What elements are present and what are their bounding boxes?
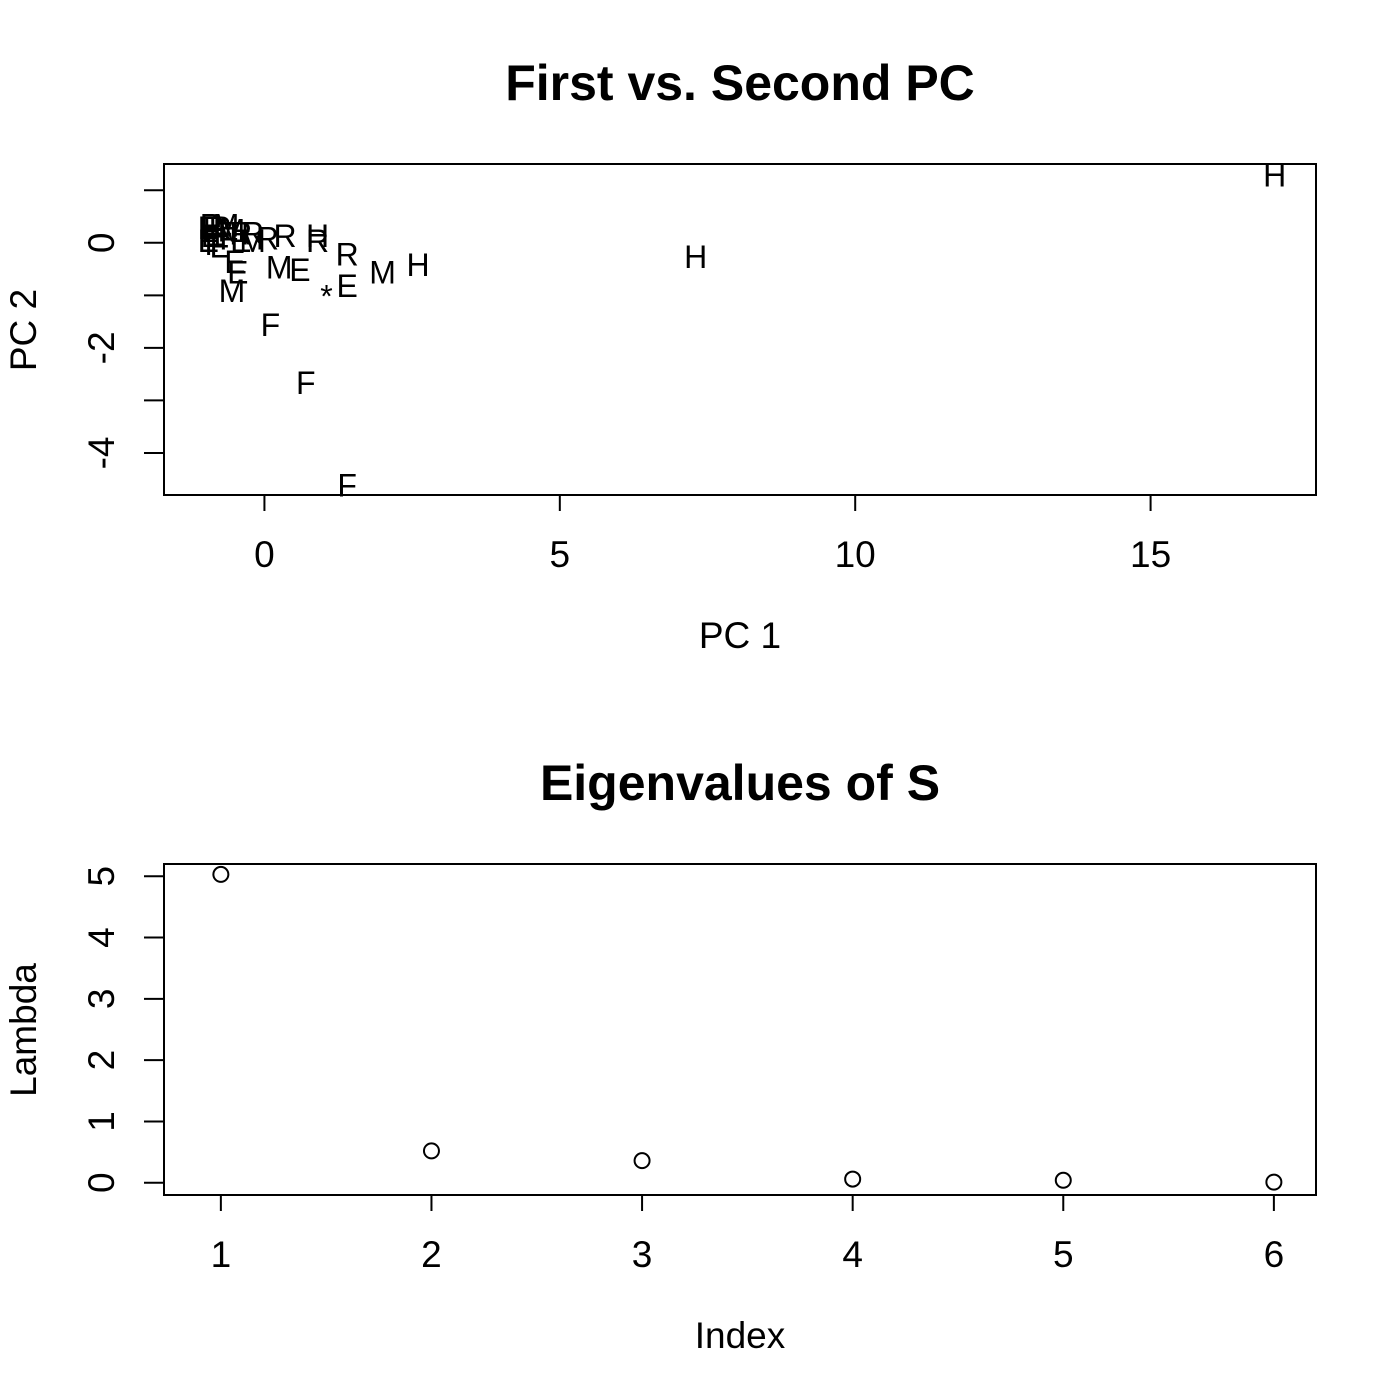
pc-point-label: E [201,218,222,254]
pc-point-label: R [200,207,223,243]
eigenvalue-point [1265,1173,1283,1191]
eigenvalues-y-tick-label: 2 [81,1050,122,1071]
pc-scatter-x-label: PC 1 [699,615,781,656]
pc-point-label: F [337,467,357,503]
pc-scatter-y-tick-label: -2 [81,331,122,364]
pc-scatter-title: First vs. Second PC [505,55,975,111]
pc-scatter-x-tick-label: 0 [254,534,275,575]
pc-point-label: M [239,223,266,259]
eigenvalues-y-label: Lambda [3,963,44,1097]
eigenvalues-y-tick-label: 1 [81,1111,122,1132]
pc-scatter-y-tick-label: 0 [81,233,122,254]
pc-point-label: F [219,221,239,257]
eigenvalues-x-label: Index [695,1315,786,1356]
pc-point-label: M [369,255,396,291]
eigenvalue-point [633,1152,651,1170]
eigenvalues-x-tick-label: 3 [632,1234,653,1275]
pc-point-label: E [198,223,219,259]
eigenvalues-plot-box [163,863,1317,1196]
pc-point-label: M [213,207,240,243]
eigenvalues-x-tick-label: 2 [421,1234,442,1275]
pc-point-label: E [230,223,251,259]
eigenvalues-y-tick-label: 4 [81,927,122,948]
pc-scatter-x-tick-label: 5 [550,534,571,575]
eigenvalues-y-tick-label: 3 [81,989,122,1010]
pc-point-label: F [204,226,224,262]
eigenvalues-y-tick-label: 5 [81,866,122,887]
eigenvalues-panel: Eigenvalues of S 1 2 3 4 5 6 0 1 2 3 4 5 Index Lam… [3,755,1317,1356]
eigenvalue-point [422,1142,440,1160]
pc-point-label: R [229,215,252,251]
eigenvalues-title: Eigenvalues of S [540,755,940,811]
pc-point-label: R [209,210,232,246]
pc-point-label: F [261,307,281,343]
pc-point-label: R [241,215,264,251]
pc-point-label: F [213,215,233,251]
pc-point-label: R [336,236,359,272]
eigenvalues-y-axis: 0 1 2 3 4 5 [81,866,165,1193]
eigenvalue-point [1054,1171,1072,1189]
eigenvalues-x-tick-label: 4 [842,1234,863,1275]
pc-point-label: E [224,244,245,280]
pc-scatter-x-tick-label: 10 [835,534,876,575]
pc-scatter-panel: First vs. Second PC 0 5 10 15 -4-20 HHHMER*… [3,55,1317,656]
pc-point-label: E [209,228,230,264]
pc-point-label: R [306,223,329,259]
eigenvalues-x-axis: 1 2 3 4 5 6 [211,1194,1285,1275]
pc-point-label: R [256,221,279,257]
pc-point-label: M [219,273,246,309]
pc-point-label: H [406,247,429,283]
eigenvalues-x-tick-label: 5 [1053,1234,1074,1275]
pc-scatter-y-tick-label: -4 [81,437,122,470]
pc-scatter-y-label: PC 2 [3,289,44,371]
eigenvalues-x-tick-label: 1 [211,1234,232,1275]
eigenvalues-y-tick-label: 0 [81,1172,122,1193]
pc-point-label: H [1263,158,1286,194]
pc-point-label: E [227,255,248,291]
eigenvalue-point [844,1170,862,1188]
pc-scatter-y-axis: -4 -2 0 [81,189,165,470]
eigenvalues-points [212,865,1283,1191]
pc-point-label: M [266,249,293,285]
pc-point-label: H [203,213,226,249]
pc-point-label: M [219,213,246,249]
pc-point-label: R [274,218,297,254]
pc-point-label: H [684,239,707,275]
pc-point-label: * [320,278,332,314]
pc-point-label: E [289,252,310,288]
pc-scatter-x-tick-label: 15 [1130,534,1171,575]
pc-point-label: F [296,365,316,401]
pc-point-label: E [198,210,219,246]
pc-scatter-x-axis: 0 5 10 15 [254,494,1171,575]
eigenvalues-x-tick-label: 6 [1264,1234,1285,1275]
eigenvalue-point [212,865,230,883]
pc-point-label: E [336,268,357,304]
pc-point-label: H [306,218,329,254]
pc-scatter-plot-box [163,163,1317,496]
